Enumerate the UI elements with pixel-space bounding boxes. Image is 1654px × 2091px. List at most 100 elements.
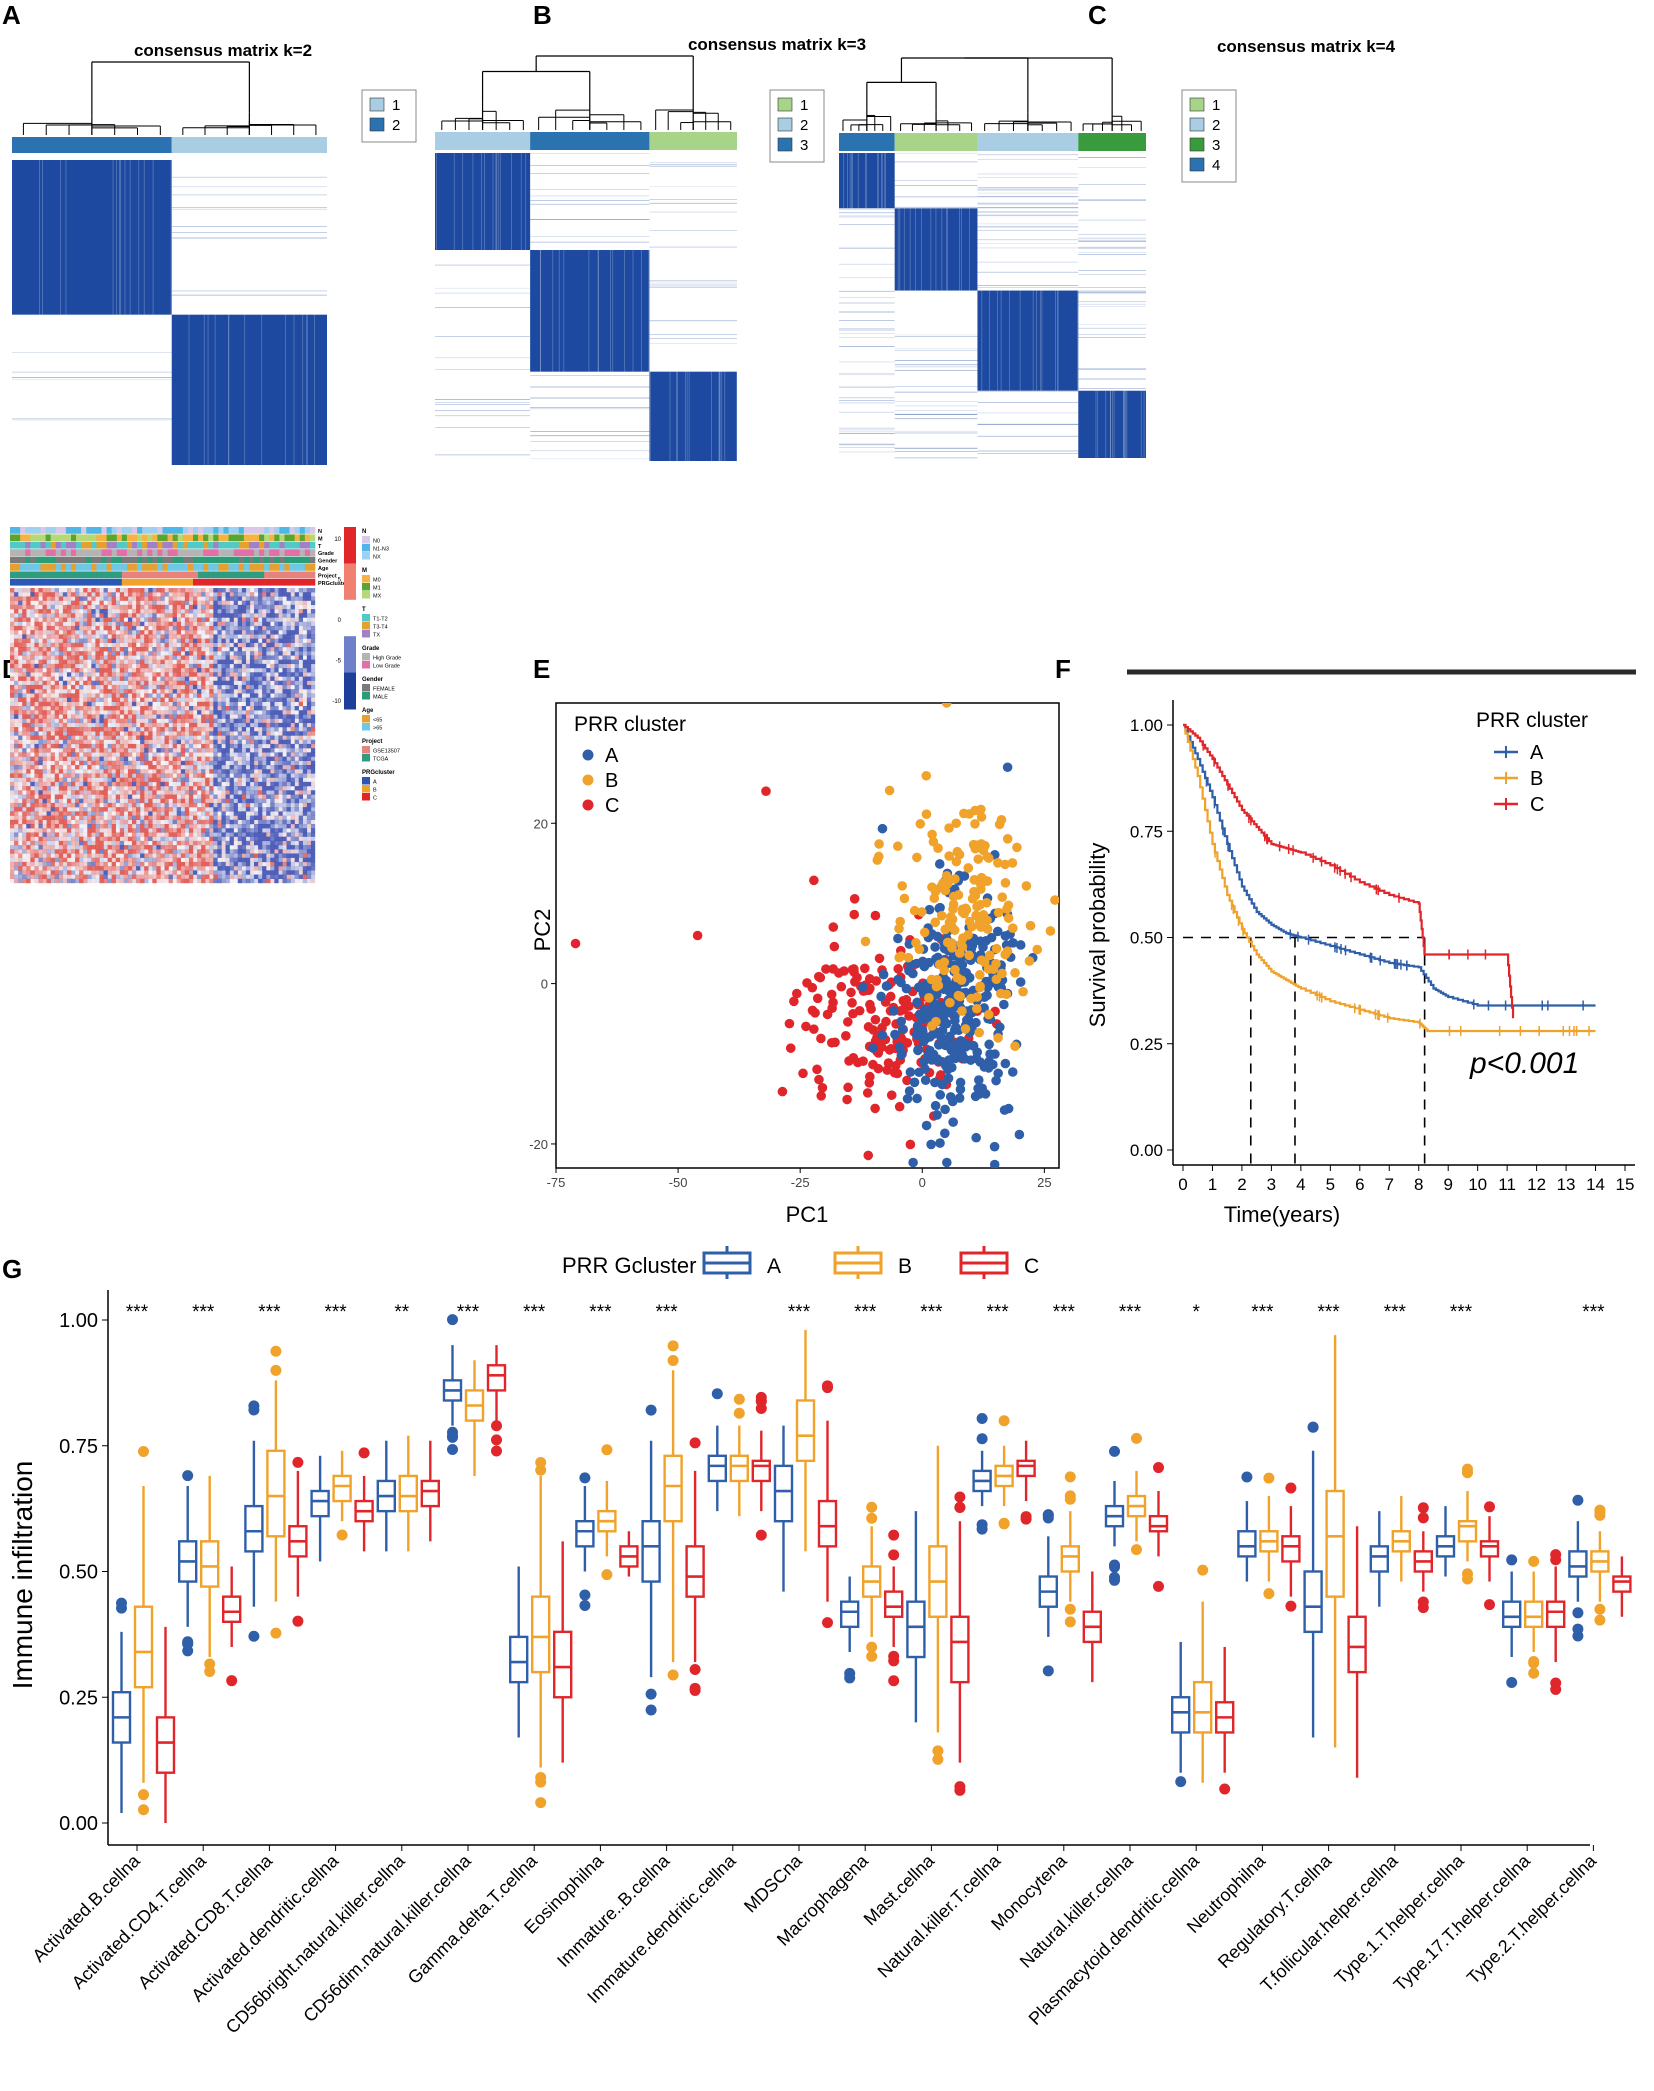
heatmap-cell [127, 718, 133, 724]
heatmap-cell [91, 697, 96, 702]
heatmap-cell [152, 659, 157, 665]
heatmap-cell [245, 802, 251, 808]
heatmap-cell [140, 651, 145, 656]
heatmap-cell [225, 802, 230, 808]
heatmap-cell [278, 604, 283, 610]
heatmap-cell [79, 706, 84, 711]
heatmap-cell [148, 735, 153, 740]
heatmap-cell [111, 655, 116, 660]
heatmap-cell [225, 807, 230, 812]
annotation-cell [50, 541, 57, 549]
heatmap-cell [193, 722, 198, 728]
heatmap-cell [107, 617, 112, 622]
heatmap-cell [58, 756, 64, 761]
heatmap-cell [30, 773, 34, 777]
heatmap-cell [225, 773, 230, 778]
annotation-cell [218, 578, 224, 586]
heatmap-cell [66, 798, 72, 804]
heatmap-cell [298, 802, 303, 808]
heatmap-cell [42, 798, 47, 804]
heatmap-cell [38, 625, 43, 631]
heatmap-cell [233, 634, 238, 639]
heatmap-cell [50, 655, 55, 660]
heatmap-cell [201, 592, 206, 597]
heatmap-cell [160, 739, 165, 745]
heatmap-cell [302, 714, 308, 719]
annotation-cell [198, 556, 204, 564]
heatmap-cell [205, 790, 210, 795]
heatmap-cell [241, 769, 247, 774]
heatmap-cell [91, 592, 96, 597]
heatmap-cell [172, 739, 177, 745]
heatmap-cell [160, 794, 165, 799]
heatmap-cell [258, 592, 263, 597]
heatmap-cell [95, 727, 100, 732]
heatmap-cell [180, 638, 186, 643]
heatmap-cell [213, 769, 218, 774]
heatmap-cell [188, 592, 194, 597]
heatmap-cell [298, 592, 303, 597]
heatmap-cell [168, 706, 173, 711]
heatmap-cell [115, 684, 120, 690]
heatmap-cell [221, 735, 226, 740]
annotation-cell [116, 564, 123, 571]
heatmap-cell [83, 677, 87, 681]
heatmap-cell [156, 756, 161, 761]
heatmap-cell [140, 630, 145, 635]
heatmap-cell [14, 798, 19, 804]
heatmap-cell [148, 651, 153, 656]
heatmap-cell [168, 609, 173, 614]
heatmap-cell [111, 781, 116, 787]
heatmap-cell [91, 752, 96, 757]
heatmap-cell [286, 689, 291, 694]
heatmap-cell [119, 651, 125, 656]
heatmap-cell [79, 651, 84, 656]
heatmap-cell [91, 701, 96, 707]
heatmap-cell [254, 710, 259, 715]
heatmap-cell [188, 697, 194, 702]
heatmap-cell [14, 676, 19, 681]
heatmap-cell [136, 760, 141, 766]
annotation-cell [309, 527, 316, 534]
heatmap-cell [172, 621, 177, 627]
annotation-cell [126, 571, 133, 579]
heatmap-cell [184, 756, 190, 761]
annotation-cell [259, 527, 265, 534]
annotation-cell [10, 527, 16, 534]
heatmap-cell [197, 609, 202, 614]
annotation-cell [157, 549, 163, 556]
heatmap-cell [152, 765, 157, 770]
heatmap-cell [148, 739, 153, 745]
heatmap-cell [172, 735, 177, 740]
heatmap-cell [258, 689, 263, 694]
heatmap-cell [34, 684, 39, 690]
heatmap-cell [184, 701, 190, 707]
heatmap-cell [225, 617, 230, 622]
heatmap-cell [213, 600, 218, 606]
heatmap-cell [95, 790, 100, 795]
heatmap-cell [136, 600, 141, 606]
heatmap-cell [213, 743, 218, 749]
heatmap-cell [111, 621, 116, 627]
heatmap-cell [201, 604, 206, 610]
heatmap-cell [83, 731, 88, 736]
heatmap-cell [221, 773, 226, 778]
heatmap-cell [233, 714, 238, 719]
heatmap-cell [249, 680, 255, 686]
heatmap-cell [34, 693, 39, 698]
annotation-cell [299, 564, 306, 571]
heatmap-cell [14, 781, 19, 787]
heatmap-cell [221, 710, 226, 715]
heatmap-cell [132, 642, 137, 648]
heatmap-cell [298, 642, 303, 648]
heatmap-cell [58, 798, 64, 804]
heatmap-cell [241, 634, 247, 639]
heatmap-cell [310, 676, 316, 681]
heatmap-cell [233, 672, 238, 677]
heatmap-cell [111, 701, 116, 707]
annotation-cell [203, 541, 209, 549]
heatmap-cell [266, 668, 271, 673]
heatmap-cell [14, 722, 19, 728]
annotation-cell [121, 534, 128, 542]
heatmap-cell [75, 706, 80, 711]
